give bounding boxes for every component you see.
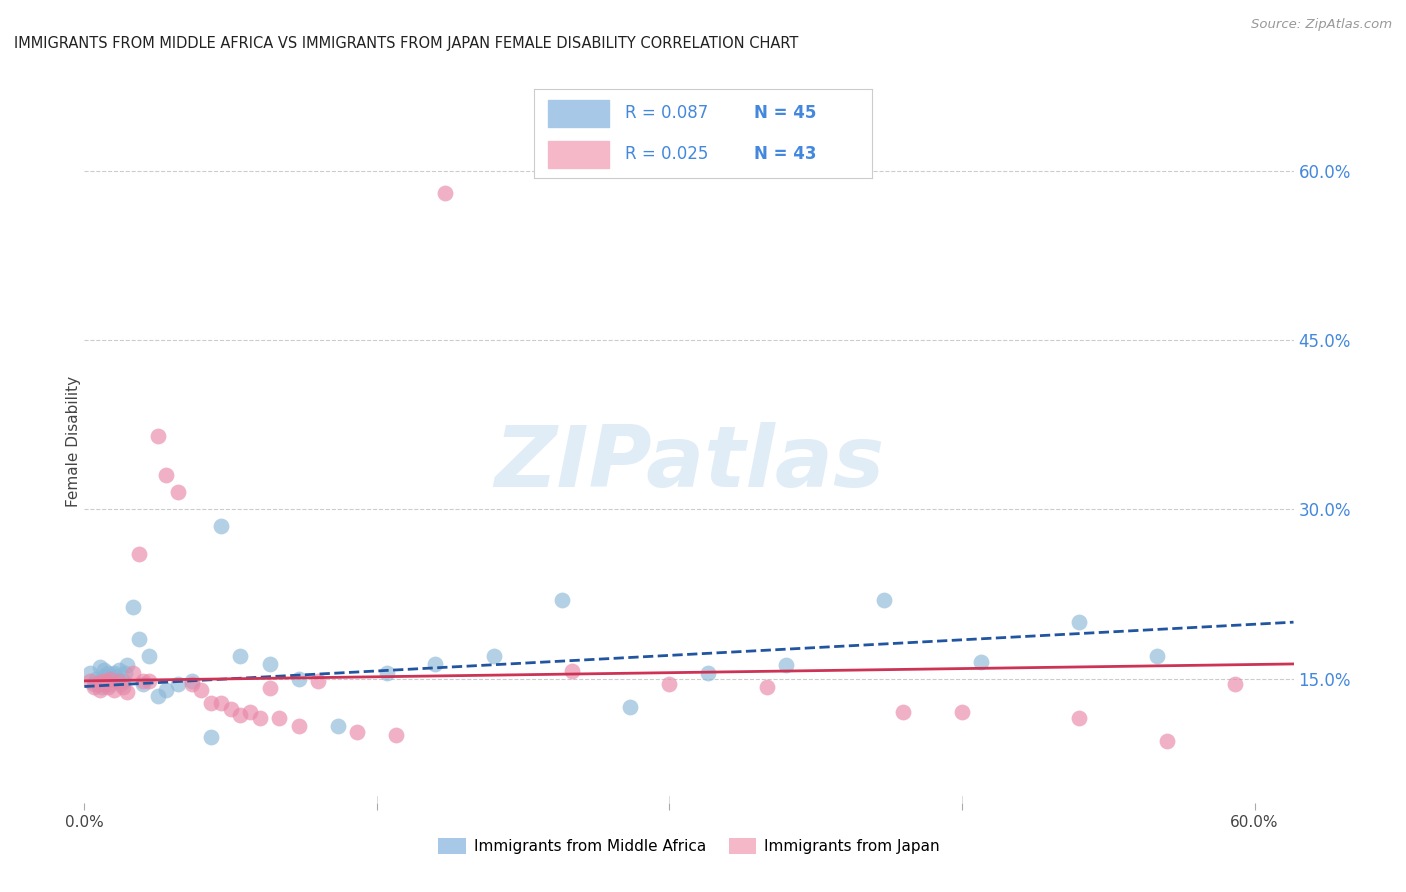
Point — [259, 657, 281, 671]
Point — [775, 658, 797, 673]
Point — [89, 660, 111, 674]
Point — [94, 673, 117, 688]
Text: N = 43: N = 43 — [754, 145, 815, 163]
Point — [239, 706, 262, 720]
Point — [873, 592, 896, 607]
Point — [346, 724, 368, 739]
Point — [229, 707, 252, 722]
Point — [110, 677, 132, 691]
Point — [950, 706, 973, 720]
Point — [107, 673, 129, 688]
Point — [104, 669, 127, 683]
Point — [288, 719, 311, 733]
Point — [893, 706, 915, 720]
Point — [619, 699, 641, 714]
Point — [209, 519, 232, 533]
Bar — [548, 141, 609, 168]
Point — [114, 665, 136, 680]
Point — [128, 632, 150, 646]
Text: R = 0.025: R = 0.025 — [626, 145, 709, 163]
Text: N = 45: N = 45 — [754, 104, 815, 122]
Point — [755, 680, 778, 694]
Point — [1223, 677, 1246, 691]
Legend: Immigrants from Middle Africa, Immigrants from Japan: Immigrants from Middle Africa, Immigrant… — [432, 832, 946, 860]
Point — [1146, 648, 1168, 663]
Point — [128, 548, 150, 562]
Point — [89, 673, 111, 688]
Point — [249, 711, 271, 725]
Point — [697, 665, 720, 680]
Point — [83, 680, 105, 694]
Point — [117, 658, 139, 673]
Point — [482, 648, 505, 663]
Point — [138, 648, 160, 663]
Point — [385, 728, 408, 742]
Point — [658, 677, 681, 691]
Point — [970, 655, 993, 669]
Point — [94, 673, 117, 688]
Point — [117, 685, 139, 699]
Point — [138, 673, 160, 688]
Point — [87, 677, 110, 691]
Point — [551, 592, 574, 607]
Point — [97, 665, 120, 680]
Point — [1067, 711, 1090, 725]
Point — [561, 664, 583, 678]
Point — [108, 663, 131, 677]
Point — [1067, 615, 1090, 630]
Point — [167, 677, 190, 691]
Point — [79, 665, 101, 680]
Point — [200, 731, 222, 745]
Text: R = 0.087: R = 0.087 — [626, 104, 709, 122]
Point — [93, 677, 115, 691]
Point — [425, 657, 447, 671]
Point — [84, 672, 107, 686]
Bar — [548, 100, 609, 127]
Point — [83, 677, 105, 691]
Point — [155, 682, 177, 697]
Point — [132, 677, 155, 691]
Point — [103, 665, 125, 680]
Point — [259, 681, 281, 695]
Point — [209, 697, 232, 711]
Point — [93, 669, 115, 683]
Point — [434, 186, 457, 201]
Point — [269, 711, 291, 725]
Point — [98, 677, 121, 691]
Point — [98, 672, 121, 686]
Point — [112, 680, 135, 694]
Point — [148, 689, 170, 703]
Point — [132, 673, 155, 688]
Point — [122, 665, 145, 680]
Point — [97, 680, 120, 694]
Y-axis label: Female Disability: Female Disability — [66, 376, 80, 508]
Point — [122, 600, 145, 615]
Point — [326, 719, 349, 733]
Point — [90, 673, 112, 688]
Point — [288, 672, 311, 686]
Point — [190, 682, 212, 697]
Point — [219, 702, 242, 716]
Point — [307, 673, 329, 688]
Point — [100, 672, 122, 686]
Point — [89, 682, 111, 697]
Point — [167, 485, 190, 500]
Point — [90, 680, 112, 694]
Point — [229, 648, 252, 663]
Point — [180, 673, 202, 688]
Text: Source: ZipAtlas.com: Source: ZipAtlas.com — [1251, 18, 1392, 31]
Point — [180, 677, 202, 691]
Point — [1156, 733, 1178, 747]
Point — [200, 697, 222, 711]
Point — [148, 429, 170, 443]
Text: ZIPatlas: ZIPatlas — [494, 422, 884, 505]
Point — [103, 682, 125, 697]
Point — [108, 673, 131, 688]
Text: IMMIGRANTS FROM MIDDLE AFRICA VS IMMIGRANTS FROM JAPAN FEMALE DISABILITY CORRELA: IMMIGRANTS FROM MIDDLE AFRICA VS IMMIGRA… — [14, 36, 799, 51]
Point — [79, 673, 101, 688]
Point — [155, 468, 177, 483]
Point — [375, 665, 398, 680]
Point — [93, 663, 115, 677]
Point — [112, 673, 135, 688]
